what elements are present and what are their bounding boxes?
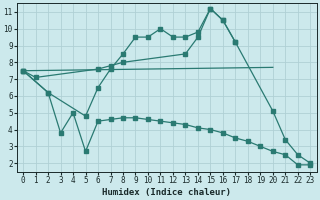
X-axis label: Humidex (Indice chaleur): Humidex (Indice chaleur)	[102, 188, 231, 197]
